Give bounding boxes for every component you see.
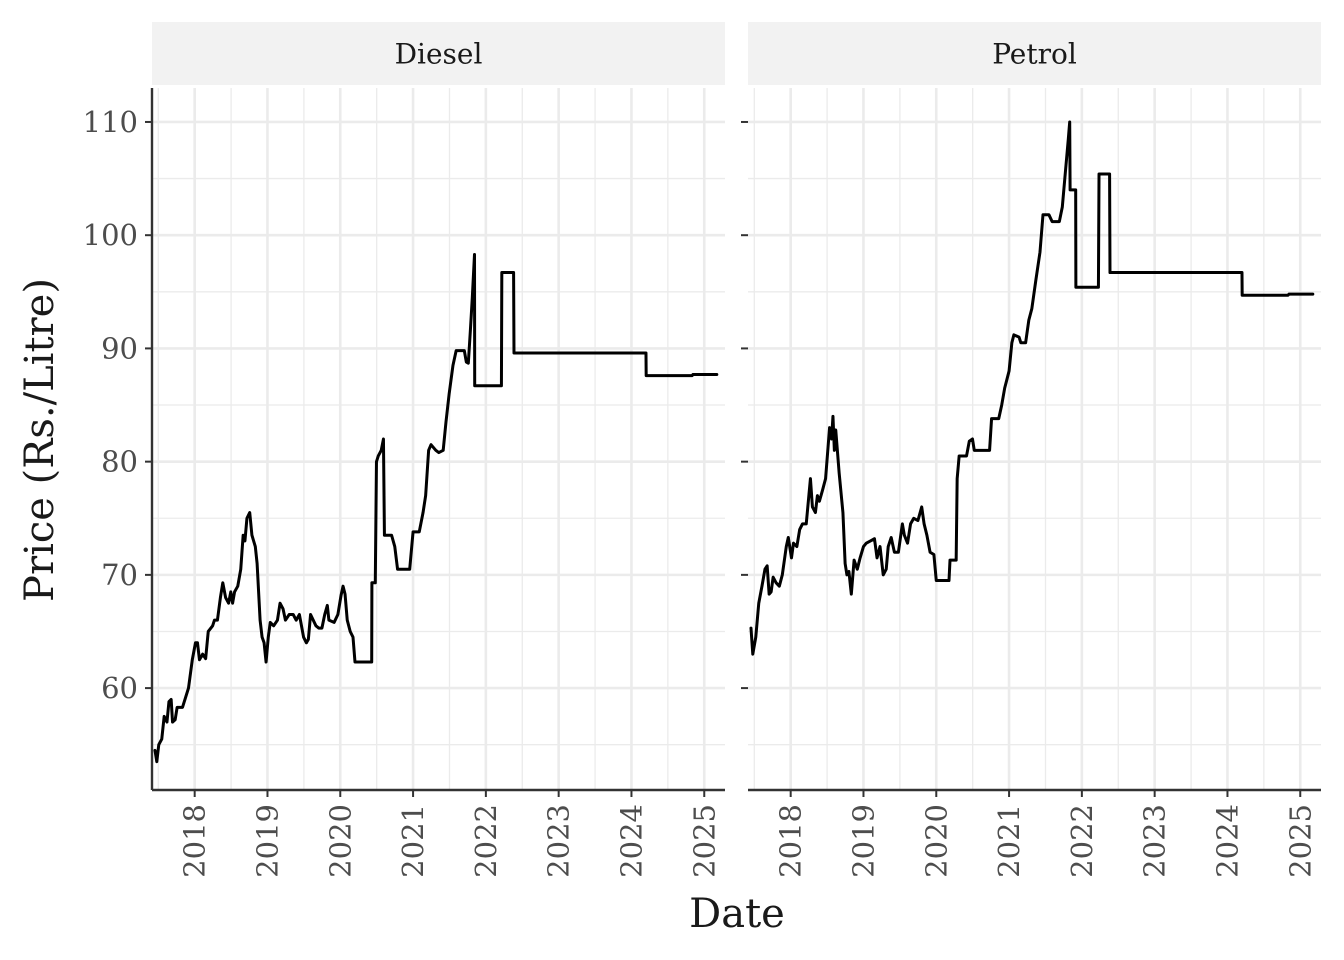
x-tick-label: 2024 <box>1210 804 1244 878</box>
x-tick-label: 2025 <box>687 804 721 878</box>
facet-strip <box>152 22 725 85</box>
y-tick-label: 110 <box>83 105 138 139</box>
x-tick-label: 2020 <box>919 804 953 878</box>
x-tick-label: 2020 <box>323 804 357 878</box>
x-tick-label: 2019 <box>250 804 284 878</box>
series-line-petrol <box>749 120 1315 656</box>
x-tick-label: 2021 <box>396 804 430 878</box>
y-tick-label: 90 <box>101 331 138 365</box>
panels-layer: Diesel 60 70 80 90 100 110 2018 2019 2020 2021 2022… <box>83 22 1321 878</box>
x-tick-label: 2022 <box>1065 804 1099 878</box>
x-tick-label: 2023 <box>1138 804 1172 878</box>
x-tick-label: 2018 <box>774 804 808 878</box>
y-tick-label: 100 <box>83 218 138 252</box>
y-tick-label: 70 <box>101 558 138 592</box>
x-axis-title: Date <box>689 891 785 937</box>
y-axis-title: Price (Rs./Litre) <box>17 278 63 602</box>
facet-strip <box>748 22 1321 85</box>
x-tick-label: 2018 <box>178 804 212 878</box>
x-tick-label: 2023 <box>542 804 576 878</box>
facet-strip-label: Diesel <box>395 38 483 71</box>
x-tick-label: 2024 <box>614 804 648 878</box>
panel-petrol: Petrol 2018 2019 2020 2021 2022 2023 2024 2025 <box>741 22 1321 878</box>
x-tick-label: 2025 <box>1283 804 1317 878</box>
x-tick-label: 2021 <box>992 804 1026 878</box>
x-tick-label: 2022 <box>469 804 503 878</box>
x-tick-label: 2019 <box>846 804 880 878</box>
facet-strip-label: Petrol <box>992 38 1077 71</box>
y-tick-label: 60 <box>101 671 138 705</box>
panel-diesel: Diesel 60 70 80 90 100 110 2018 2019 2020 2021 2022… <box>83 22 725 878</box>
y-tick-label: 80 <box>101 445 138 479</box>
series-line-diesel <box>153 252 719 764</box>
